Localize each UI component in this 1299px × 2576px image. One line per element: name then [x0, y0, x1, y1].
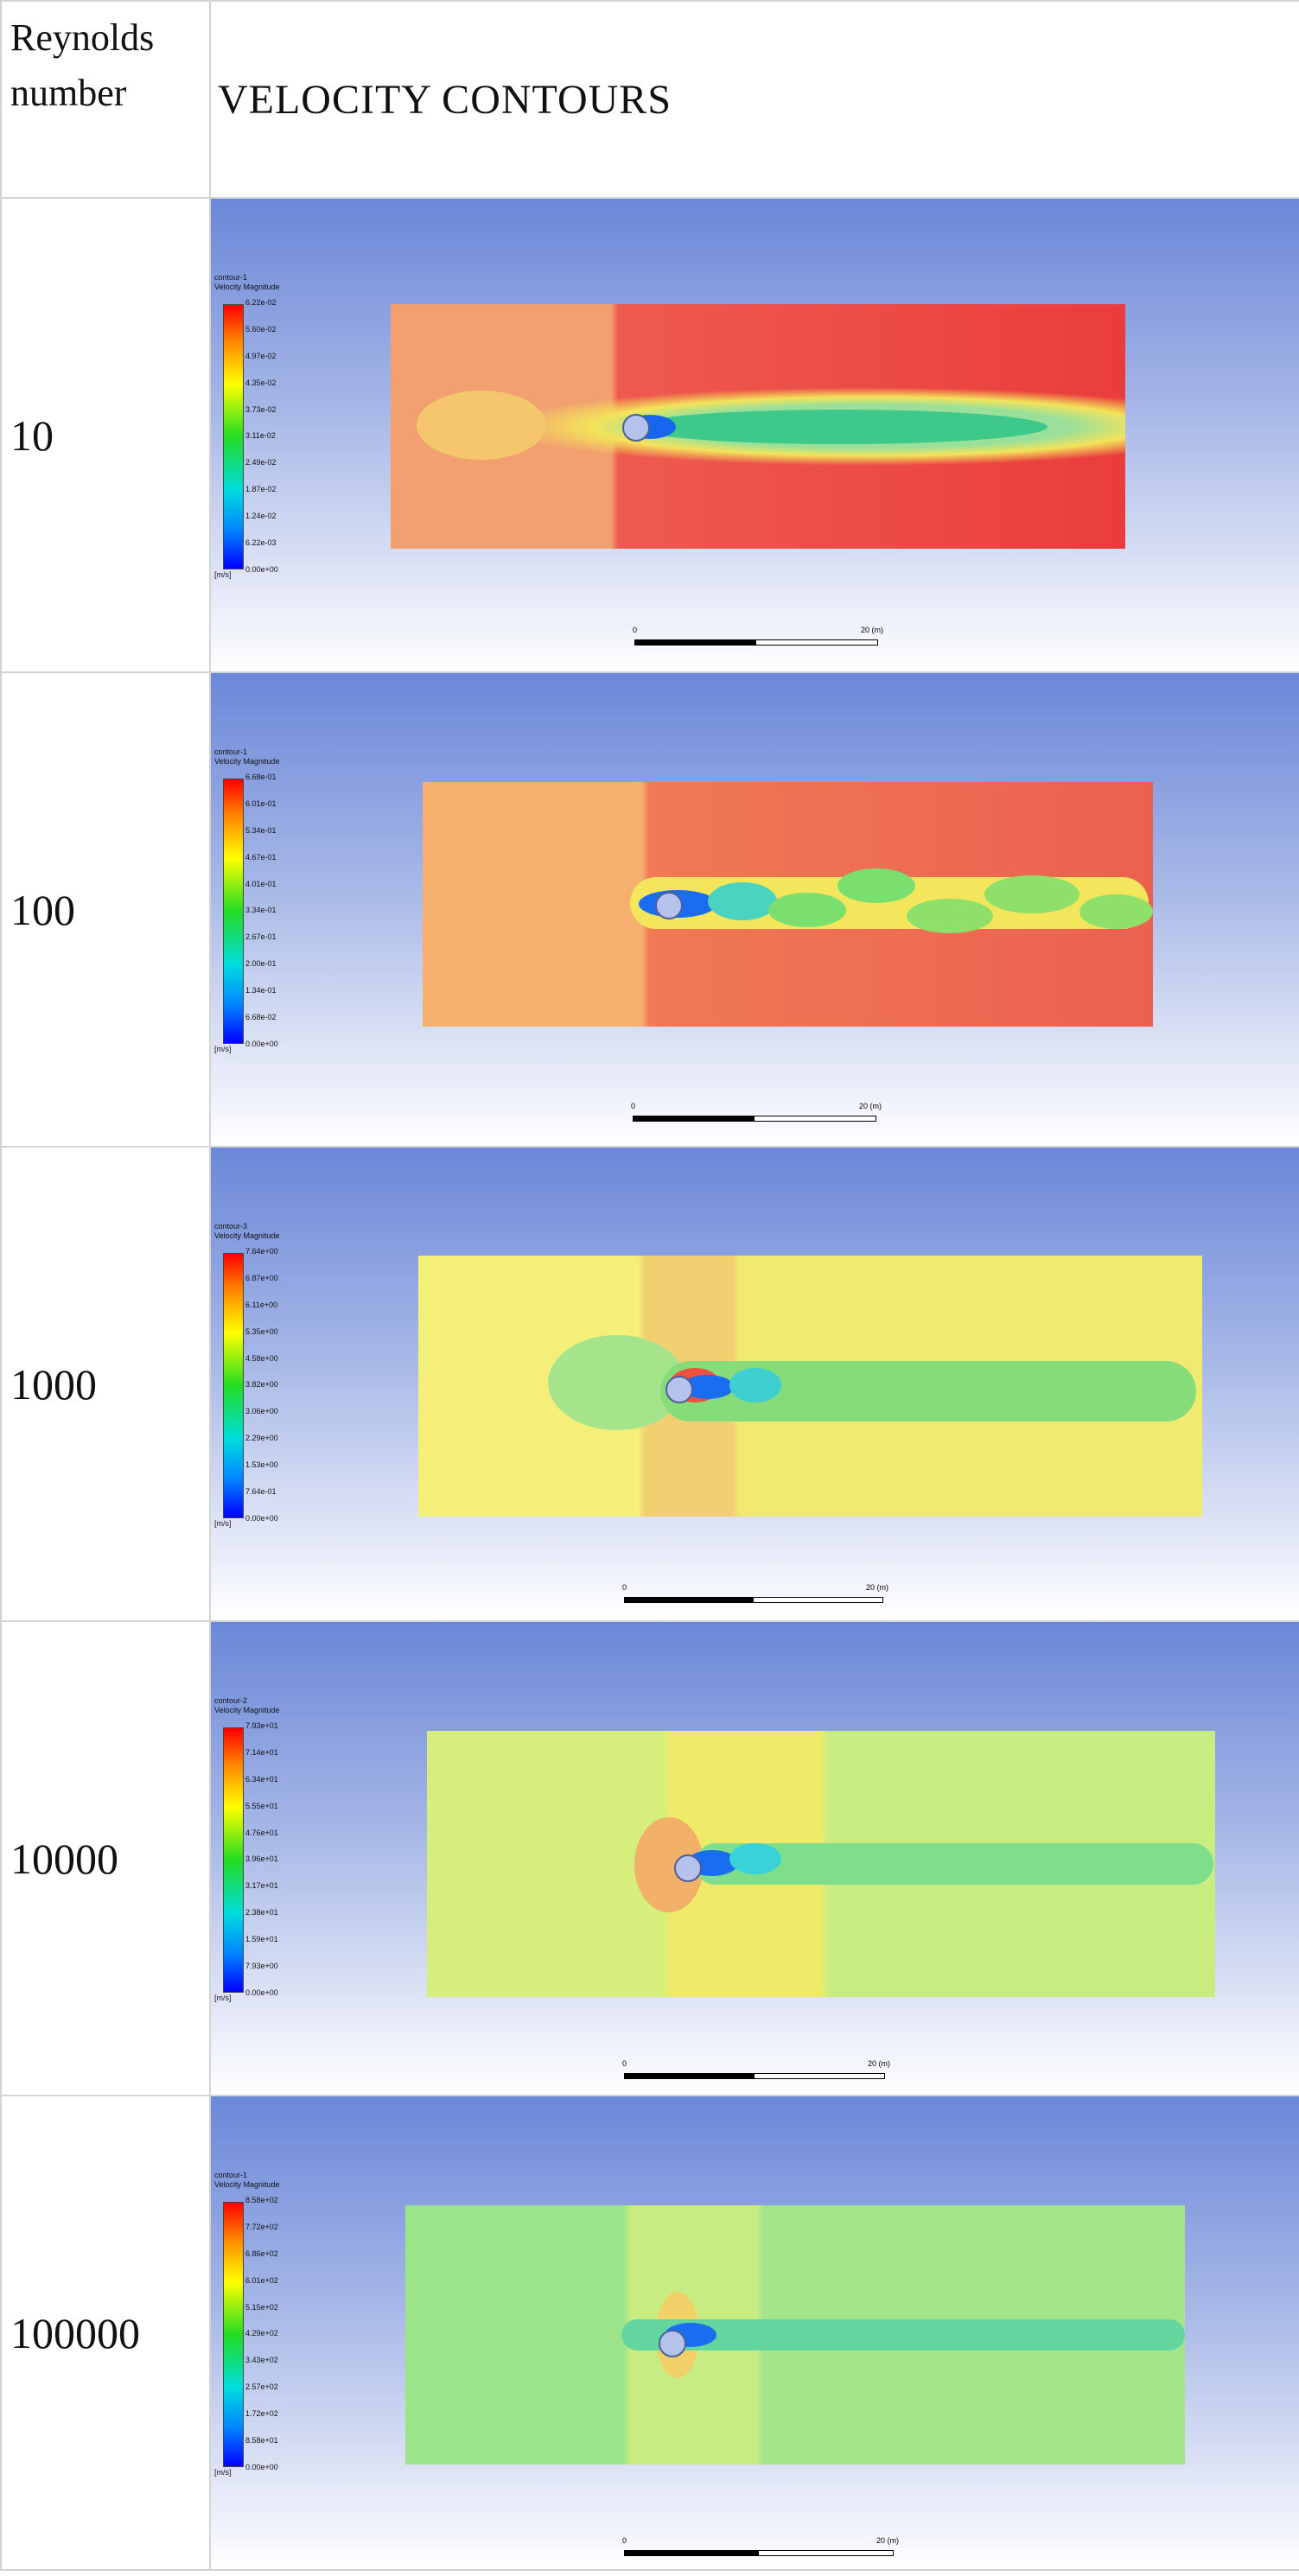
contour-plot-image: contour-2 Velocity Magnitude 7.93e+01 7.14… [211, 1622, 1299, 2095]
reynolds-value: 10 [10, 410, 54, 460]
contour-plot-image: contour-1 Velocity Magnitude 6.68e-01 6.01… [211, 673, 1299, 1146]
legend-title: contour-1 Velocity Magnitude [214, 747, 280, 766]
contour-plot-cell: contour-1 Velocity Magnitude 8.58e+02 7.72… [209, 2095, 1299, 2571]
legend-unit: [m/s] [214, 1994, 232, 2002]
reynolds-value-cell: 10000 [0, 1620, 211, 2096]
table-row: 10000 contour-2 Velocity Magnitude 7.93e+… [0, 1620, 1299, 2096]
reynolds-value: 10000 [10, 1834, 118, 1883]
header-row: Reynolds number VELOCITY CONTOURS [0, 0, 1299, 199]
velocity-contours-heading: VELOCITY CONTOURS [218, 76, 672, 123]
header-reynolds-cell: Reynolds number [0, 0, 211, 199]
table-row: 1000 contour-3 Velocity Magnitude 7.64e+0… [0, 1146, 1299, 1622]
scale-bar: 0 20 (m) [622, 1583, 888, 1603]
header-title-cell: VELOCITY CONTOURS [209, 0, 1299, 199]
contour-plot-cell: contour-1 Velocity Magnitude 6.68e-01 6.01… [209, 671, 1299, 1148]
contour-plot-cell: contour-1 Velocity Magnitude 6.22e-02 5.60… [209, 197, 1299, 673]
color-scale-bar [223, 304, 244, 569]
reynolds-value-cell: 100000 [0, 2095, 211, 2571]
legend-unit: [m/s] [214, 1519, 232, 1528]
scale-bar: 0 20 (m) [631, 1102, 882, 1122]
legend-title: contour-1 Velocity Magnitude [214, 273, 280, 291]
cylinder-obstacle [674, 1854, 702, 1882]
legend-title: contour-3 Velocity Magnitude [214, 1222, 280, 1240]
table-row: 100000 contour-1 Velocity Magnitude 8.58e… [0, 2095, 1299, 2571]
legend-tick-labels: 6.22e-02 5.60e-02 4.97e-02 4.35e-02 3.73e-02… [245, 298, 278, 574]
legend-unit: [m/s] [214, 2468, 232, 2477]
table-row: 100 contour-1 Velocity Magnitude 6.68e-01… [0, 671, 1299, 1148]
flow-domain [418, 1256, 1202, 1517]
legend-unit: [m/s] [214, 1045, 232, 1053]
scale-bar: 0 20 (m) [622, 2059, 890, 2079]
flow-domain [405, 2205, 1185, 2465]
flow-domain [391, 304, 1125, 549]
color-scale-bar [223, 1253, 244, 1518]
reynolds-value: 100 [10, 885, 75, 934]
legend-tick-labels: 7.64e+00 6.87e+00 6.11e+00 5.35e+00 4.58e+00… [245, 1247, 278, 1523]
contour-plot-cell: contour-2 Velocity Magnitude 7.93e+01 7.14… [209, 1620, 1299, 2096]
legend-tick-labels: 8.58e+02 7.72e+02 6.86e+02 6.01e+02 5.15e+02… [245, 2196, 278, 2471]
scale-bar: 0 20 (m) [633, 626, 883, 646]
cylinder-obstacle [622, 414, 650, 442]
table-row: 10 contour-1 Velocity Magnitude 6.22e-02 5… [0, 197, 1299, 673]
contour-plot-cell: contour-3 Velocity Magnitude 7.64e+00 6.87… [209, 1146, 1299, 1622]
legend-tick-labels: 7.93e+01 7.14e+01 6.34e+01 5.55e+01 4.76e+01… [245, 1721, 278, 1997]
color-scale-bar [223, 779, 244, 1044]
reynolds-value: 1000 [10, 1359, 97, 1409]
color-scale-bar [223, 2202, 244, 2467]
reynolds-number-heading: Reynolds number [10, 16, 155, 114]
reynolds-value: 100000 [10, 2308, 140, 2357]
reynolds-value-cell: 1000 [0, 1146, 211, 1622]
color-scale-bar [223, 1727, 244, 1993]
reynolds-value-cell: 100 [0, 671, 211, 1148]
contour-plot-image: contour-1 Velocity Magnitude 6.22e-02 5.60… [211, 199, 1299, 671]
flow-domain [427, 1731, 1215, 1997]
flow-domain [423, 782, 1153, 1027]
cylinder-obstacle [655, 892, 683, 919]
scale-bar: 0 20 (m) [622, 2536, 899, 2556]
cylinder-obstacle [665, 1376, 693, 1403]
legend-unit: [m/s] [214, 570, 232, 579]
reynolds-value-cell: 10 [0, 197, 211, 673]
contour-plot-image: contour-1 Velocity Magnitude 8.58e+02 7.72… [211, 2096, 1299, 2569]
cylinder-obstacle [659, 2330, 686, 2357]
contour-plot-image: contour-3 Velocity Magnitude 7.64e+00 6.87… [211, 1148, 1299, 1620]
legend-title: contour-2 Velocity Magnitude [214, 1696, 280, 1714]
legend-tick-labels: 6.68e-01 6.01e-01 5.34e-01 4.67e-01 4.01e-01… [245, 773, 278, 1048]
legend-title: contour-1 Velocity Magnitude [214, 2171, 280, 2189]
